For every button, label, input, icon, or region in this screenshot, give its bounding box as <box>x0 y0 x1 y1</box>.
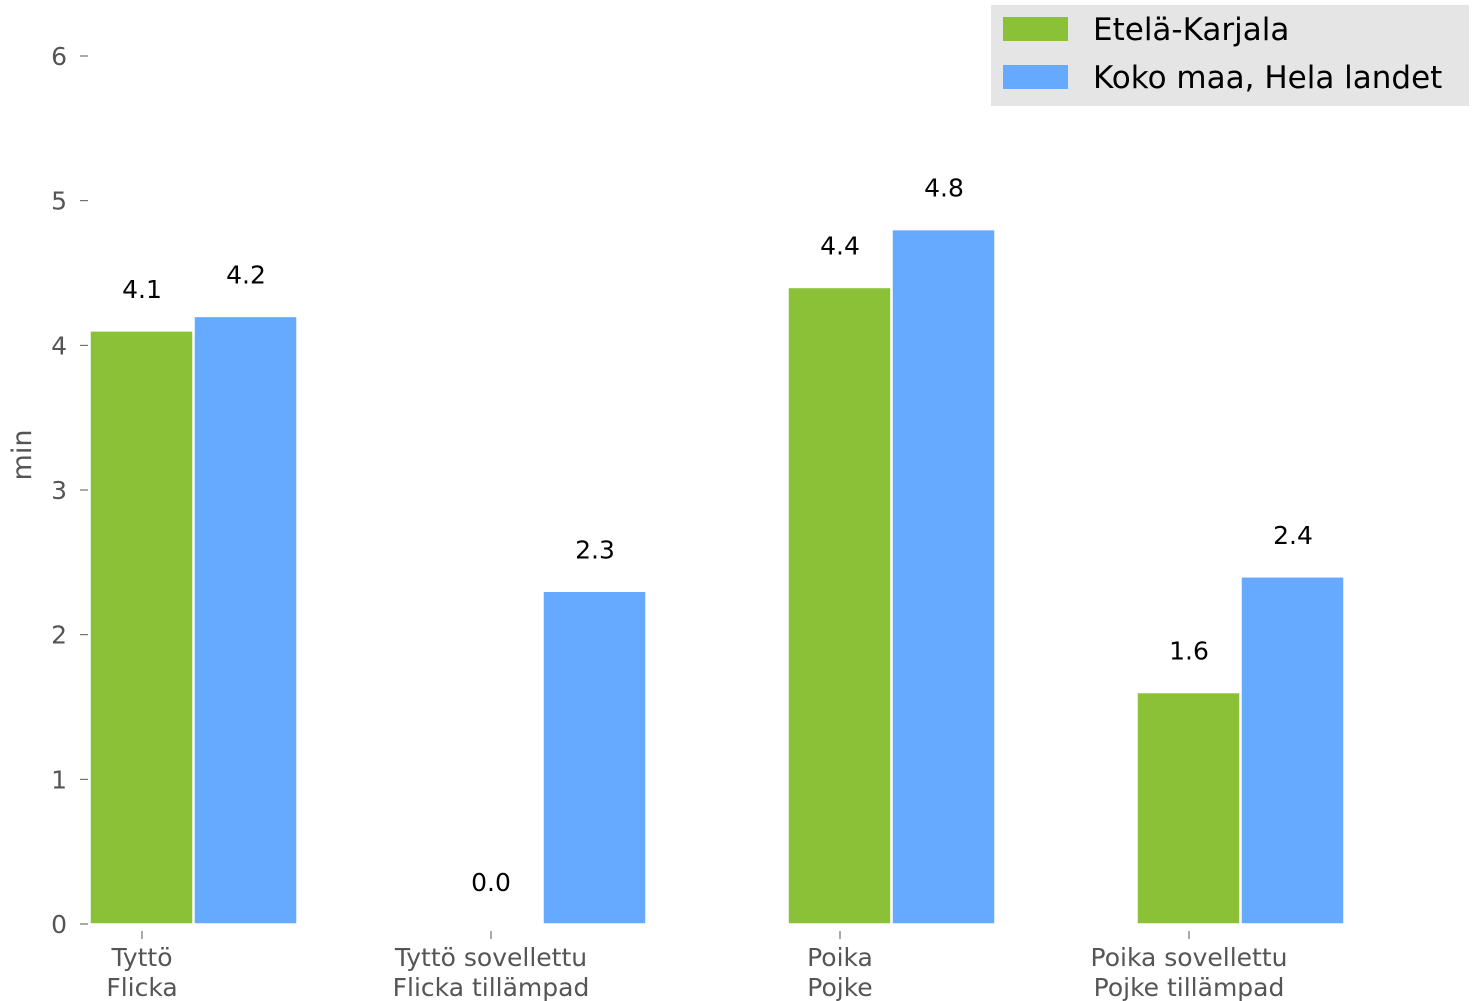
data-label: 2.4 <box>1273 521 1313 550</box>
x-tick-label: Poika Pojke <box>807 943 873 1001</box>
y-tick-label: 6 <box>51 42 67 71</box>
legend-label: Koko maa, Hela landet <box>1093 60 1442 96</box>
legend-box <box>991 5 1469 106</box>
data-label: 4.2 <box>226 260 266 289</box>
bar <box>891 228 996 925</box>
y-tick-label: 4 <box>51 331 67 360</box>
y-tick-label: 3 <box>51 476 67 505</box>
data-label: 1.6 <box>1169 637 1209 666</box>
legend: Etelä-Karjala Koko maa, Hela landet <box>991 5 1469 106</box>
bar <box>542 590 647 925</box>
x-tick-label: Tyttö Flicka <box>106 943 177 1001</box>
y-tick-label: 2 <box>51 621 67 650</box>
data-label: 4.4 <box>820 231 860 260</box>
bar <box>1136 691 1241 925</box>
x-tick-label: Tyttö sovellettu Flicka tillämpad <box>393 943 590 1001</box>
bar <box>89 330 194 925</box>
x-tick-label: Poika sovellettu Pojke tillämpad <box>1091 943 1288 1001</box>
data-label: 4.1 <box>122 275 162 304</box>
data-label: 0.0 <box>471 868 511 897</box>
bars <box>89 228 1345 925</box>
x-axis: Tyttö Flicka Tyttö sovellettu Flicka tilläm… <box>106 931 1287 1001</box>
y-tick-label: 0 <box>51 910 67 939</box>
data-label: 2.3 <box>575 535 615 564</box>
bar <box>787 286 892 925</box>
data-labels: 4.1 0.0 4.4 1.6 4.2 2.3 4.8 2.4 <box>122 174 1313 897</box>
data-label: 4.8 <box>924 174 964 203</box>
y-axis-title: min <box>7 430 38 481</box>
y-axis: 0 1 2 3 4 5 6 <box>51 42 88 939</box>
y-tick-label: 1 <box>51 765 67 794</box>
y-tick-label: 5 <box>51 187 67 216</box>
legend-label: Etelä-Karjala <box>1093 12 1289 48</box>
legend-swatch <box>1003 17 1068 41</box>
bar <box>1240 576 1345 925</box>
legend-swatch <box>1003 65 1068 89</box>
bar <box>193 315 298 925</box>
